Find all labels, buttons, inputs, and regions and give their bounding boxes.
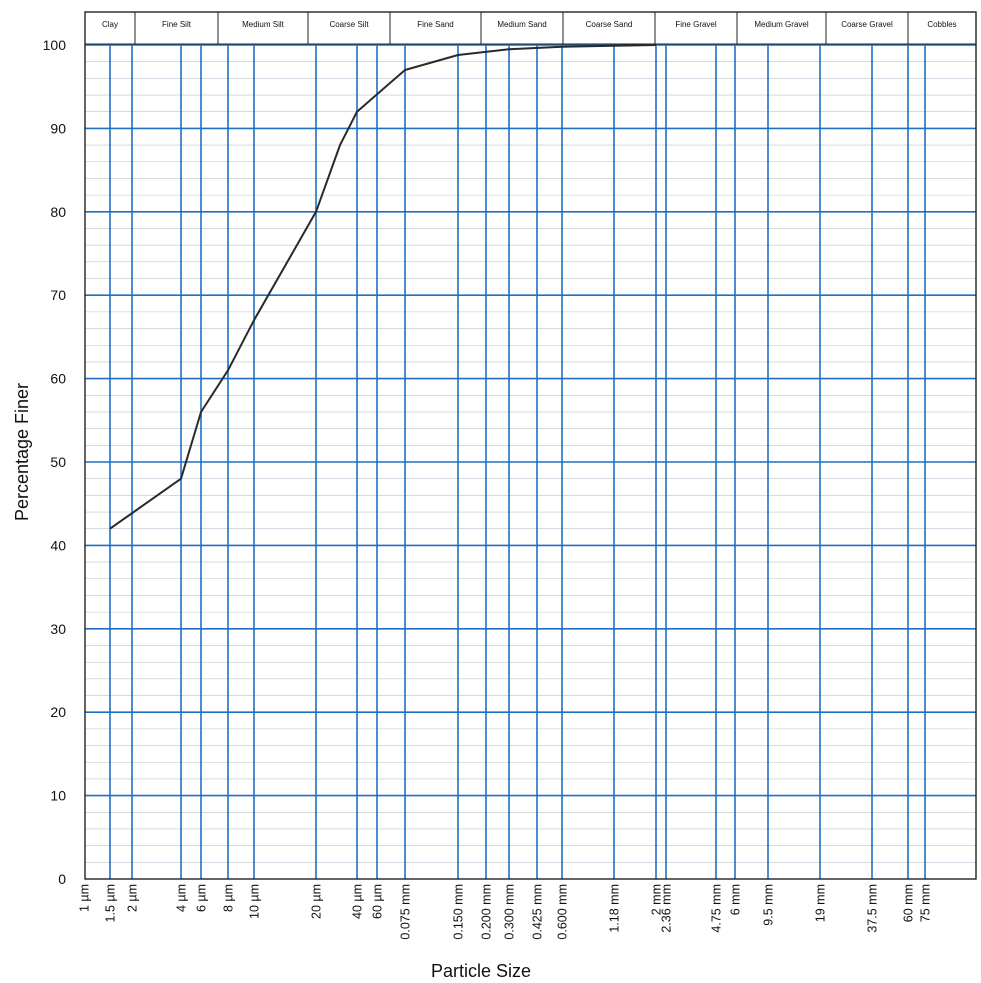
x-tick-label: 40 µm bbox=[351, 884, 365, 919]
y-tick-label: 0 bbox=[58, 871, 66, 887]
size-band-label: Fine Silt bbox=[162, 20, 192, 29]
size-band-label: Medium Sand bbox=[497, 20, 546, 29]
size-band-label: Medium Gravel bbox=[754, 20, 808, 29]
x-tick-label: 1.5 µm bbox=[104, 884, 118, 922]
size-band-label: Fine Sand bbox=[417, 20, 453, 29]
y-tick-label: 10 bbox=[50, 788, 66, 804]
size-band-header: Clay Fine Silt Medium Silt Coarse Silt Fine … bbox=[85, 12, 976, 45]
y-tick-label: 60 bbox=[50, 371, 66, 387]
size-band-label: Coarse Gravel bbox=[841, 20, 893, 29]
x-tick-label: 2 µm bbox=[126, 884, 140, 912]
x-tick-label: 0.150 mm bbox=[452, 884, 466, 940]
x-tick-label: 0.200 mm bbox=[480, 884, 494, 940]
x-tick-label: 20 µm bbox=[310, 884, 324, 919]
y-tick-label: 30 bbox=[50, 621, 66, 637]
particle-size-gridlines bbox=[109, 44, 926, 879]
grading-curve-layer bbox=[109, 44, 657, 530]
y-axis-title: Percentage Finer bbox=[12, 383, 32, 521]
size-band-label: Clay bbox=[102, 20, 118, 29]
x-tick-label: 2 mm bbox=[650, 884, 664, 915]
size-band-label: Coarse Silt bbox=[329, 20, 369, 29]
x-tick-label: 9.5 mm bbox=[762, 884, 776, 926]
x-tick-label: 0.300 mm bbox=[503, 884, 517, 940]
x-tick-label: 4.75 mm bbox=[710, 884, 724, 933]
x-tick-label: 60 mm bbox=[902, 884, 916, 922]
y-tick-label: 100 bbox=[43, 37, 67, 53]
y-tick-label: 20 bbox=[50, 704, 66, 720]
size-band-label: Coarse Sand bbox=[586, 20, 633, 29]
x-tick-label: 1.18 mm bbox=[608, 884, 622, 933]
x-tick-label: 8 µm bbox=[222, 884, 236, 912]
major-gridlines bbox=[85, 44, 976, 797]
y-axis-ticks: 0 10 20 30 40 50 60 70 80 90 100 bbox=[43, 37, 67, 887]
x-tick-label: 1 µm bbox=[78, 884, 92, 912]
x-axis-ticks: 1 µm 1.5 µm 2 µm 4 µm 6 µm 8 µm 10 µm 20 µm 40 µ… bbox=[78, 884, 933, 940]
x-axis-title: Particle Size bbox=[431, 961, 531, 981]
x-tick-label: 2.36 mm bbox=[660, 884, 674, 933]
x-tick-label: 0.425 mm bbox=[531, 884, 545, 940]
y-tick-label: 80 bbox=[50, 204, 66, 220]
grading-curve bbox=[109, 44, 657, 530]
y-tick-label: 40 bbox=[50, 537, 66, 553]
x-tick-label: 10 µm bbox=[248, 884, 262, 919]
x-tick-label: 6 mm bbox=[729, 884, 743, 915]
size-band-label: Cobbles bbox=[927, 20, 956, 29]
size-band-label: Medium Silt bbox=[242, 20, 285, 29]
x-tick-label: 6 µm bbox=[195, 884, 209, 912]
x-tick-label: 37.5 mm bbox=[866, 884, 880, 933]
x-tick-label: 60 µm bbox=[371, 884, 385, 919]
y-tick-label: 70 bbox=[50, 287, 66, 303]
x-tick-label: 4 µm bbox=[175, 884, 189, 912]
x-tick-label: 0.600 mm bbox=[556, 884, 570, 940]
size-band-label: Fine Gravel bbox=[675, 20, 717, 29]
x-tick-label: 0.075 mm bbox=[399, 884, 413, 940]
x-tick-label: 75 mm bbox=[919, 884, 933, 922]
minor-gridlines bbox=[85, 61, 976, 863]
y-tick-label: 50 bbox=[50, 454, 66, 470]
y-tick-label: 90 bbox=[50, 120, 66, 136]
plot-frame bbox=[84, 11, 977, 880]
x-tick-label: 19 mm bbox=[814, 884, 828, 922]
